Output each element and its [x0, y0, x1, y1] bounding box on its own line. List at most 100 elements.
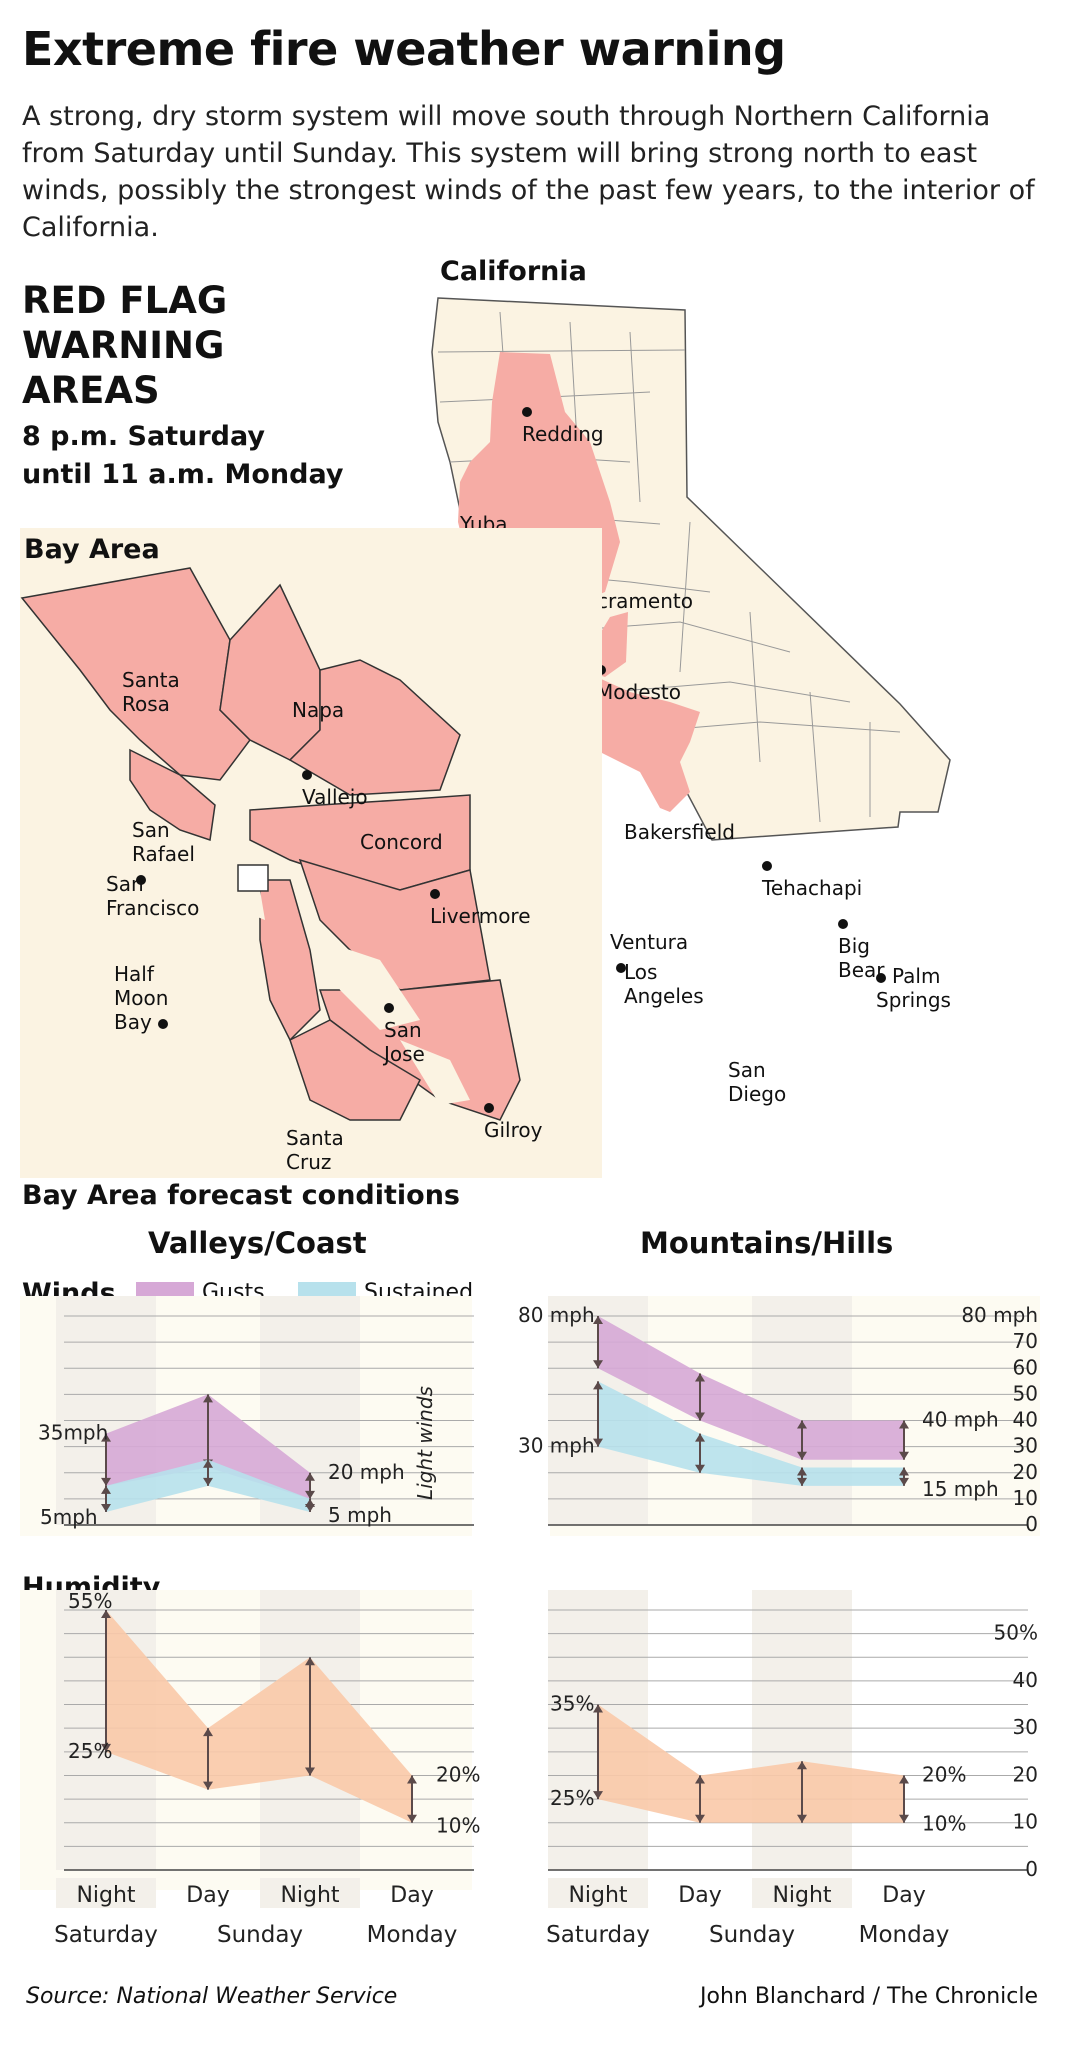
city-marker: San Rafael — [132, 818, 195, 890]
arrow-head-up — [695, 1775, 705, 1784]
city-label: Santa Rosa — [122, 668, 180, 716]
arrow-head-up — [593, 1381, 603, 1390]
arrow-head-up — [101, 1610, 111, 1618]
arrow-head-up — [797, 1467, 807, 1476]
arrow-head-down — [101, 1477, 111, 1486]
day-label: Monday — [859, 1922, 950, 1948]
value-label: 15 mph — [922, 1477, 999, 1501]
red-flag-title-line: RED FLAG — [22, 279, 228, 322]
arrow-head-down — [899, 1477, 909, 1486]
county-solano — [288, 659, 461, 796]
y-tick-label: 0 — [1025, 1512, 1038, 1536]
city-label: Vallejo — [302, 785, 368, 809]
value-label: 25% — [68, 1739, 112, 1763]
city-label: Bakersfield — [624, 820, 735, 844]
city-label: San Rafael — [132, 818, 195, 866]
red-flag-title-line: AREAS — [22, 369, 160, 412]
city-label: Livermore — [430, 904, 531, 928]
arrow-head-up — [203, 1728, 213, 1737]
period-label: Day — [186, 1883, 229, 1908]
city-dot: Bakersfield — [624, 820, 735, 844]
area-gusts — [598, 1316, 904, 1460]
y-tick-label: 20 — [1013, 1762, 1038, 1786]
city-label: Santa Cruz — [286, 1126, 344, 1174]
city-label: San Jose — [384, 1018, 425, 1066]
y-tick-label: 80 mph — [961, 1303, 1038, 1327]
arrow-head-down — [305, 1490, 315, 1499]
y-tick-label: 20 — [1013, 1460, 1038, 1484]
period-line: until 11 a.m. Monday — [22, 459, 344, 490]
county-santa-cruz — [289, 1019, 421, 1121]
city-dot: San Diego — [728, 1058, 786, 1106]
value-label: 35mph — [38, 1421, 108, 1445]
city-label: Modesto — [596, 680, 681, 704]
arrow-head-down — [203, 1781, 213, 1790]
day-label: Saturday — [54, 1922, 158, 1948]
city-dot: Los Angeles — [624, 960, 704, 1008]
y-tick-label: 30 — [1013, 1715, 1038, 1739]
period-label: Day — [882, 1883, 925, 1908]
arrow-head-up — [695, 1433, 705, 1442]
arrow-head-up — [101, 1433, 111, 1442]
y-tick-label: 10 — [1013, 1810, 1038, 1834]
county-san-mateo — [259, 879, 321, 1042]
california-map-label: California — [440, 256, 587, 287]
day-label: Sunday — [709, 1922, 795, 1948]
arrow-head-down — [797, 1477, 807, 1486]
y-tick-label: 0 — [1025, 1857, 1038, 1881]
arrow-head-up — [305, 1657, 315, 1666]
value-label: 40 mph — [922, 1408, 999, 1432]
city-marker: Napa — [292, 698, 344, 722]
red-flag-title-line: WARNING — [22, 324, 225, 367]
night-band-label-bg — [260, 1878, 360, 1908]
value-label: 55% — [68, 1589, 112, 1613]
city-label: Tehachapi — [762, 876, 863, 900]
arrow-head-up — [797, 1761, 807, 1770]
light-winds-label: Light winds — [413, 1386, 437, 1500]
arrow-head-down — [899, 1814, 909, 1823]
credit: John Blanchard / The Chronicle — [700, 1984, 1039, 2009]
arrow-head-down — [695, 1464, 705, 1473]
city-marker: Gilroy — [484, 1094, 542, 1142]
period-label: Night — [772, 1883, 831, 1908]
value-label: 10% — [922, 1812, 966, 1836]
value-label: 5 mph — [328, 1503, 392, 1527]
arrow-head-down — [593, 1438, 603, 1447]
y-tick-label: 10 — [1013, 1486, 1038, 1510]
arrow-head-up — [203, 1459, 213, 1468]
san-francisco-area — [237, 864, 269, 892]
y-tick-label: 30 — [1013, 1434, 1038, 1458]
y-tick-label: 40 — [1013, 1668, 1038, 1692]
period-label: Day — [390, 1883, 433, 1908]
city-label: Half Moon Bay — [114, 962, 169, 1034]
county-sonoma — [20, 567, 251, 781]
city-label: Gilroy — [484, 1118, 543, 1142]
arrow-head-down — [797, 1451, 807, 1460]
period-label: Night — [280, 1883, 339, 1908]
arrow-head-down — [407, 1814, 417, 1823]
area-humidity — [598, 1704, 904, 1823]
column-title-mountains: Mountains/Hills — [640, 1226, 894, 1260]
arrow-head-up — [203, 1394, 213, 1403]
night-band — [752, 1590, 852, 1870]
city-label: Redding — [522, 422, 604, 446]
area-humidity — [106, 1610, 412, 1823]
source-note: Source: National Weather Service — [26, 1984, 398, 2009]
arrow-head-up — [593, 1316, 603, 1324]
day-label: Sunday — [217, 1922, 303, 1948]
arrow-head-down — [899, 1451, 909, 1460]
y-tick-label: 70 — [1013, 1329, 1038, 1353]
county-marin — [129, 748, 216, 841]
day-label: Monday — [367, 1922, 458, 1948]
bay-area-warning-areas — [20, 567, 521, 1121]
value-label: 20 mph — [328, 1460, 405, 1484]
city-label: Concord — [360, 830, 443, 854]
value-label: 35% — [550, 1692, 594, 1716]
arrow-head-down — [305, 1767, 315, 1776]
period-label: Night — [76, 1883, 135, 1908]
headline: Extreme fire weather warning — [22, 22, 786, 76]
city-marker: Vallejo — [302, 761, 368, 809]
night-band-label-bg — [752, 1878, 852, 1908]
value-label: 30 mph — [518, 1434, 595, 1458]
